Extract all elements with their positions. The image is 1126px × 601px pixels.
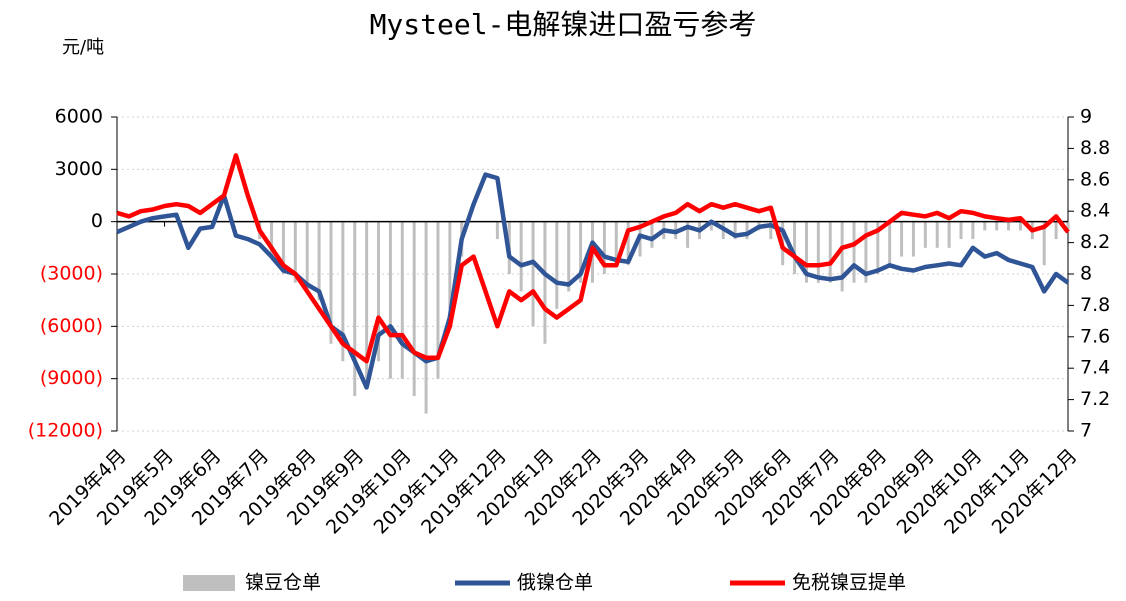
bar: [602, 221, 606, 274]
y2-tick-label: 7.8: [1080, 294, 1110, 316]
chart-title: Mysteel-电解镍进口盈亏参考: [370, 8, 757, 41]
bar: [341, 221, 345, 362]
bar: [281, 221, 285, 274]
y2-tick-label: 8.4: [1080, 200, 1110, 222]
bar: [626, 221, 630, 266]
y-tick-label: 0: [91, 210, 103, 232]
bar: [365, 221, 369, 379]
bar: [900, 221, 904, 257]
y2-tick-label: 8: [1080, 263, 1092, 285]
line: [116, 172, 1070, 390]
bar: [1066, 221, 1070, 231]
legend-label: 免税镍豆提单: [792, 572, 906, 594]
bar: [959, 221, 963, 240]
bar: [793, 221, 797, 274]
bar: [935, 221, 939, 248]
y2-tick-label: 7.6: [1080, 325, 1110, 347]
bar: [876, 221, 880, 274]
bar: [733, 221, 737, 240]
bar: [495, 221, 499, 240]
bar: [436, 221, 440, 379]
bar: [555, 221, 559, 309]
bar: [995, 221, 999, 231]
bar: [983, 221, 987, 231]
bar: [1007, 221, 1011, 231]
bar: [828, 221, 832, 283]
bar: [971, 221, 975, 240]
y-tick-label: (9000): [40, 367, 103, 389]
bar: [947, 221, 951, 248]
bar: [650, 221, 654, 248]
bar: [377, 221, 381, 362]
y-tick-label: (3000): [40, 263, 103, 285]
bar: [329, 221, 333, 344]
bar: [745, 221, 749, 240]
bar: [769, 221, 773, 240]
y2-tick-label: 9: [1080, 106, 1092, 128]
y2-tick-label: 7: [1080, 420, 1092, 442]
bar: [388, 221, 392, 379]
legend-label: 俄镍仓单: [517, 572, 593, 594]
bar: [614, 221, 618, 266]
legend-swatch: [183, 575, 235, 591]
bar: [840, 221, 844, 292]
bar: [519, 221, 523, 292]
bar: [531, 221, 535, 327]
bar: [804, 221, 808, 283]
bar: [424, 221, 428, 414]
bar: [317, 221, 321, 301]
y2-tick-label: 7.4: [1080, 357, 1110, 379]
y2-tick-label: 8.6: [1080, 168, 1110, 190]
line: [116, 153, 1070, 364]
bar: [1018, 221, 1022, 231]
y2-tick-label: 8.8: [1080, 137, 1110, 159]
y-tick-label: 6000: [55, 106, 103, 128]
bar: [305, 221, 309, 292]
bar: [353, 221, 357, 397]
bar: [852, 221, 856, 283]
y2-tick-label: 7.2: [1080, 388, 1110, 410]
bar: [888, 221, 892, 266]
bar: [686, 221, 690, 248]
bar: [1042, 221, 1046, 266]
bar: [448, 221, 452, 309]
legend-label: 镍豆仓单: [245, 572, 321, 594]
bar: [709, 221, 713, 231]
y2-tick-label: 8.2: [1080, 231, 1110, 253]
bar: [567, 221, 571, 292]
bar: [400, 221, 404, 379]
bar: [816, 221, 820, 283]
bar: [543, 221, 547, 344]
bar: [923, 221, 927, 248]
y-tick-label: 3000: [55, 158, 103, 180]
bar: [864, 221, 868, 283]
y-axis-label: 元/吨: [62, 37, 104, 58]
bar: [412, 221, 416, 397]
bar: [270, 221, 274, 257]
y-tick-label: (12000): [28, 420, 103, 442]
bar: [911, 221, 915, 257]
y-tick-label: (6000): [40, 315, 103, 337]
bar: [293, 221, 297, 283]
bar: [579, 221, 583, 283]
bar: [1054, 221, 1058, 240]
